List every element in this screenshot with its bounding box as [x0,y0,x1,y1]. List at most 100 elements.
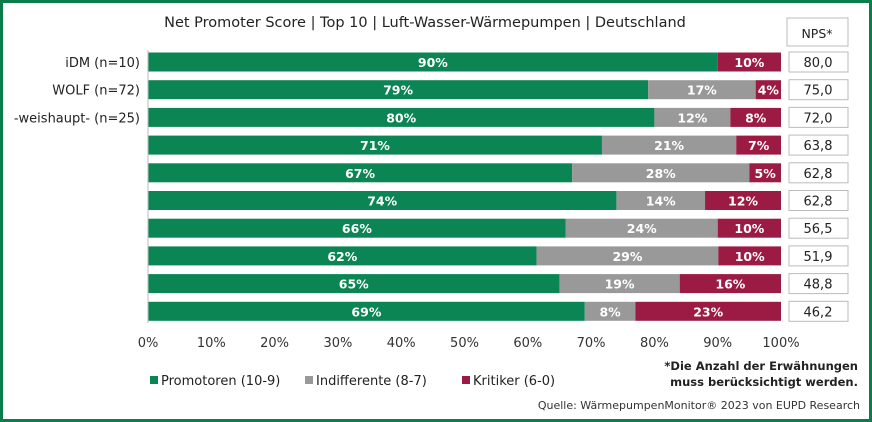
nps-value-box [788,134,849,156]
nps-value: 48,8 [804,278,833,293]
bar-segment [536,246,719,266]
x-tick-label: 60% [513,336,542,351]
x-tick-label: 50% [450,336,479,351]
chart-title: Net Promoter Score | Top 10 | Luft-Wasse… [164,15,686,31]
bar-segment [148,163,573,183]
nps-value: 62,8 [804,195,833,210]
data-label: 4% [758,83,780,98]
nps-value-box [788,51,849,73]
nps-header-box [786,17,849,47]
data-label: 28% [646,166,676,181]
data-label: 10% [734,55,764,70]
nps-value: 72,0 [804,111,833,126]
bar-segment [736,135,781,155]
data-label: 74% [367,194,397,209]
data-label: 14% [646,194,676,209]
nps-value-box [788,190,849,211]
data-label: 8% [599,304,621,319]
x-tick-label: 20% [260,336,289,351]
data-label: 7% [748,138,770,153]
data-label: 71% [360,138,390,153]
nps-value: 62,8 [804,167,833,182]
nps-value-box [788,79,849,101]
nps-value-box [788,300,849,322]
data-label: 17% [687,83,717,98]
nps-value-box [788,217,849,239]
data-label: 65% [339,277,369,292]
category-label: iDM (n=10) [65,56,140,71]
bar-segment [635,301,781,321]
x-tick-label: 80% [640,336,669,351]
category-label: -weishaupt- (n=25) [14,111,140,126]
footnote-line-1: *Die Anzahl der Erwähnungen [664,359,858,373]
bar-segment [718,246,781,266]
nps-value: 63,8 [804,139,833,154]
bar-segment [148,274,560,294]
bar-segment [705,191,781,210]
data-label: 8% [745,110,767,125]
nps-header: NPS* [801,26,832,41]
data-label: 24% [627,221,657,236]
data-label: 10% [735,249,765,264]
data-label: 69% [351,304,381,319]
bar-segment [749,163,781,183]
bar-segment [148,80,649,100]
legend-label: Kritiker (6-0) [473,374,555,389]
nps-value: 75,0 [804,84,833,99]
data-label: 29% [612,249,642,264]
category-label: WOLF (n=72) [52,84,140,99]
source-text: Quelle: WärmepumpenMonitor® 2023 von EUP… [538,399,860,412]
nps-value: 51,9 [804,250,833,265]
data-label: 23% [693,304,723,319]
footnote-line-2: muss berücksichtigt werden. [670,375,858,389]
legend-swatch [462,376,470,384]
bar-segment [148,301,585,321]
legend-label: Promotoren (10-9) [161,374,280,389]
bar-segment [601,135,737,155]
bar-segment [717,218,781,238]
bar-segment [755,80,781,100]
nps-value-box [788,162,849,184]
nps-value-box [788,245,849,267]
bar-segment [148,246,537,266]
x-tick-label: 100% [762,336,799,351]
bar-segment [148,107,655,127]
bar-segment [148,52,718,72]
bar-segment [616,191,706,210]
bar-segment [648,80,756,100]
bar-segment [148,135,602,155]
data-label: 21% [654,138,684,153]
nps-value: 80,0 [804,56,833,71]
nps-value-box [788,106,849,128]
data-label: 5% [755,166,777,181]
nps-value: 46,2 [804,305,833,320]
bar-segment [717,52,781,72]
data-label: 16% [715,277,745,292]
data-label: 67% [345,166,375,181]
data-label: 19% [605,277,635,292]
legend-label: Indifferente (8-7) [316,374,427,389]
x-tick-label: 90% [703,336,732,351]
data-label: 62% [327,249,357,264]
bar-segment [572,163,750,183]
x-tick-label: 0% [138,336,159,351]
bar-segment [148,218,566,238]
bar-segment [559,274,680,294]
x-tick-label: 70% [577,336,606,351]
data-label: 79% [383,83,413,98]
bar-segment [148,191,617,210]
bar-segment [679,274,781,294]
data-label: 12% [728,194,758,209]
x-tick-label: 40% [387,336,416,351]
bar-segment [730,107,781,127]
bar-segment [584,301,636,321]
legend-swatch [305,376,313,384]
data-label: 90% [418,55,448,70]
data-label: 10% [734,221,764,236]
nps-value: 56,5 [804,222,833,237]
x-tick-label: 30% [323,336,352,351]
legend-swatch [150,376,158,384]
bar-segment [565,218,718,238]
data-label: 80% [386,110,416,125]
